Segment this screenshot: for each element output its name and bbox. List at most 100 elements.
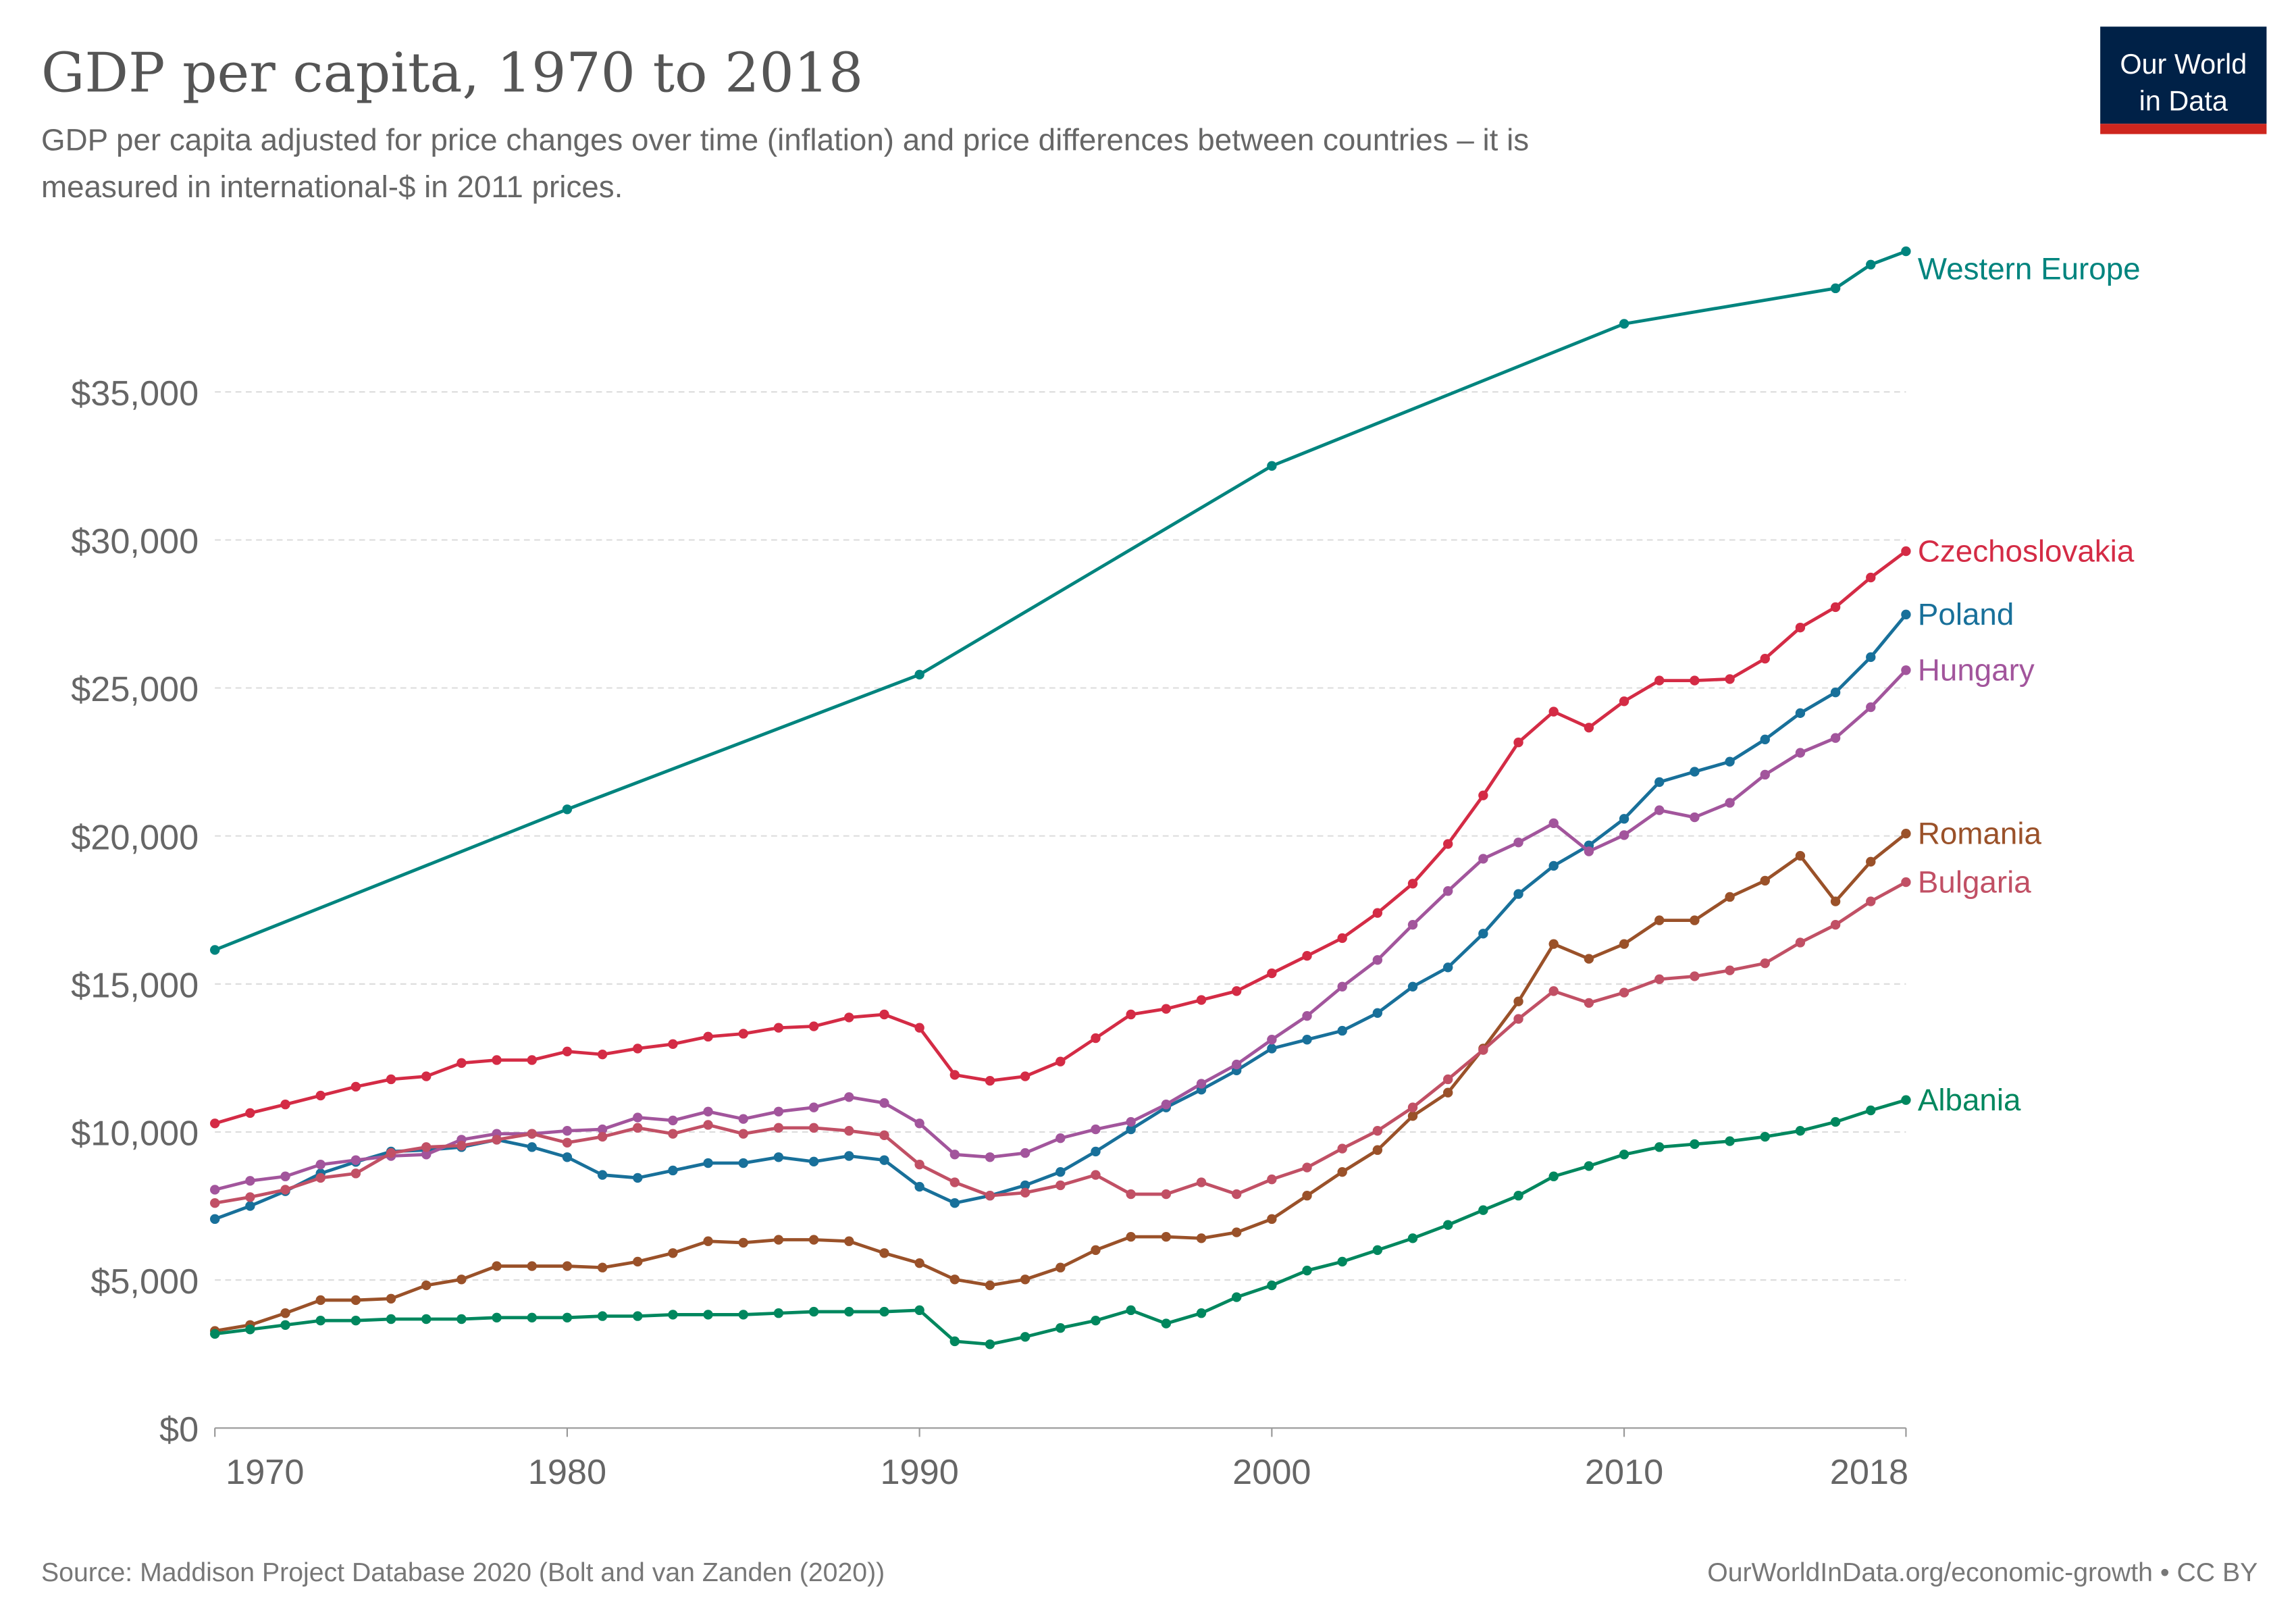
data-point[interactable] xyxy=(1407,1111,1418,1121)
data-point[interactable] xyxy=(1126,1116,1136,1127)
data-point[interactable] xyxy=(1725,798,1735,808)
data-point[interactable] xyxy=(703,1106,713,1116)
data-point[interactable] xyxy=(1654,915,1665,925)
data-point[interactable] xyxy=(1055,1133,1066,1143)
data-point[interactable] xyxy=(1372,1126,1383,1136)
data-point[interactable] xyxy=(245,1192,255,1202)
data-point[interactable] xyxy=(562,804,573,815)
data-point[interactable] xyxy=(844,1306,854,1317)
data-point[interactable] xyxy=(844,1126,854,1136)
data-point[interactable] xyxy=(1372,908,1383,918)
data-point[interactable] xyxy=(1725,1136,1735,1146)
data-point[interactable] xyxy=(1337,981,1347,992)
data-point[interactable] xyxy=(1866,259,1876,269)
data-point[interactable] xyxy=(315,1316,325,1326)
data-point[interactable] xyxy=(1196,1079,1207,1089)
data-point[interactable] xyxy=(1055,1262,1066,1272)
data-point[interactable] xyxy=(1654,675,1665,686)
data-point[interactable] xyxy=(808,1235,819,1245)
data-point[interactable] xyxy=(844,1151,854,1161)
data-point[interactable] xyxy=(1513,838,1523,848)
data-point[interactable] xyxy=(808,1123,819,1133)
data-point[interactable] xyxy=(562,1312,573,1323)
data-point[interactable] xyxy=(1126,1009,1136,1020)
data-point[interactable] xyxy=(949,1198,960,1208)
data-point[interactable] xyxy=(985,1339,995,1349)
data-point[interactable] xyxy=(562,1152,573,1162)
data-point[interactable] xyxy=(1196,1308,1207,1318)
data-point[interactable] xyxy=(1584,1161,1594,1171)
data-point[interactable] xyxy=(1690,971,1700,981)
data-point[interactable] xyxy=(1866,1105,1876,1116)
data-point[interactable] xyxy=(1866,856,1876,867)
data-point[interactable] xyxy=(1020,1275,1030,1285)
data-point[interactable] xyxy=(1830,602,1841,613)
data-point[interactable] xyxy=(527,1312,537,1323)
data-point[interactable] xyxy=(949,1336,960,1347)
data-point[interactable] xyxy=(1267,1280,1277,1291)
data-point[interactable] xyxy=(1654,1142,1665,1152)
data-point[interactable] xyxy=(668,1310,678,1320)
data-point[interactable] xyxy=(350,1295,361,1306)
data-point[interactable] xyxy=(562,1126,573,1136)
data-point[interactable] xyxy=(1091,1316,1101,1326)
data-point[interactable] xyxy=(1407,879,1418,889)
data-point[interactable] xyxy=(1055,1180,1066,1191)
data-point[interactable] xyxy=(808,1102,819,1112)
data-point[interactable] xyxy=(738,1158,748,1168)
data-point[interactable] xyxy=(456,1140,467,1151)
data-point[interactable] xyxy=(703,1031,713,1042)
data-point[interactable] xyxy=(1443,962,1453,973)
data-point[interactable] xyxy=(1267,1174,1277,1185)
data-point[interactable] xyxy=(914,1258,924,1268)
data-point[interactable] xyxy=(879,1306,889,1317)
data-point[interactable] xyxy=(844,1092,854,1102)
data-point[interactable] xyxy=(1443,1087,1453,1098)
data-point[interactable] xyxy=(562,1137,573,1148)
data-point[interactable] xyxy=(1725,965,1735,975)
data-point[interactable] xyxy=(1901,609,1911,620)
data-point[interactable] xyxy=(1231,1227,1242,1237)
data-point[interactable] xyxy=(1513,738,1523,748)
data-point[interactable] xyxy=(633,1112,643,1123)
data-point[interactable] xyxy=(1267,461,1277,471)
data-point[interactable] xyxy=(456,1314,467,1324)
data-point[interactable] xyxy=(703,1310,713,1320)
data-point[interactable] xyxy=(1548,818,1559,829)
data-point[interactable] xyxy=(1866,702,1876,713)
data-point[interactable] xyxy=(1126,1124,1136,1135)
data-point[interactable] xyxy=(1690,915,1700,925)
data-point[interactable] xyxy=(1548,986,1559,996)
data-point[interactable] xyxy=(280,1171,290,1181)
data-point[interactable] xyxy=(350,1155,361,1165)
data-point[interactable] xyxy=(527,1055,537,1065)
data-point[interactable] xyxy=(421,1280,432,1291)
data-point[interactable] xyxy=(633,1123,643,1133)
data-point[interactable] xyxy=(245,1324,255,1335)
data-point[interactable] xyxy=(1548,860,1559,871)
data-point[interactable] xyxy=(456,1058,467,1069)
data-point[interactable] xyxy=(1760,958,1770,969)
data-point[interactable] xyxy=(1478,854,1488,864)
data-point[interactable] xyxy=(1372,1245,1383,1256)
data-point[interactable] xyxy=(386,1293,396,1304)
data-point[interactable] xyxy=(1161,1231,1172,1242)
data-point[interactable] xyxy=(1407,1102,1418,1112)
data-point[interactable] xyxy=(1866,652,1876,663)
data-point[interactable] xyxy=(421,1142,432,1152)
data-point[interactable] xyxy=(1795,748,1806,758)
data-point[interactable] xyxy=(914,1160,924,1170)
data-point[interactable] xyxy=(280,1320,290,1330)
data-point[interactable] xyxy=(1584,846,1594,856)
data-point[interactable] xyxy=(315,1160,325,1170)
data-point[interactable] xyxy=(1302,1265,1312,1276)
data-point[interactable] xyxy=(1548,939,1559,949)
data-point[interactable] xyxy=(1760,734,1770,745)
data-point[interactable] xyxy=(1901,1095,1911,1105)
data-point[interactable] xyxy=(527,1142,537,1152)
data-point[interactable] xyxy=(1161,1318,1172,1329)
data-point[interactable] xyxy=(1725,674,1735,684)
data-point[interactable] xyxy=(668,1115,678,1126)
data-point[interactable] xyxy=(985,1191,995,1201)
data-point[interactable] xyxy=(914,1023,924,1033)
